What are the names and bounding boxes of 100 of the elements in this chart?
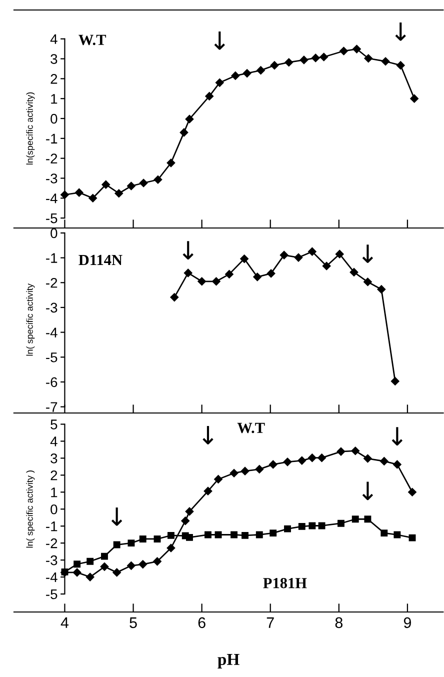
point — [86, 572, 94, 582]
point — [308, 247, 316, 256]
point — [127, 562, 136, 570]
x-axis-title: pH — [218, 654, 240, 668]
annotation: ↓ — [362, 482, 374, 500]
point — [204, 531, 212, 538]
point — [242, 532, 248, 539]
point — [231, 72, 240, 80]
y-tick-label: -7 — [46, 402, 58, 412]
x-tick-label: 6 — [198, 617, 206, 628]
point — [394, 531, 401, 538]
y-tick-label: 1 — [51, 94, 58, 104]
point — [214, 475, 222, 484]
y-axis-title: ln(specific activity) — [26, 92, 35, 164]
point — [138, 560, 148, 568]
y-tick-label: 0 — [50, 114, 58, 124]
point — [100, 562, 109, 571]
point — [88, 194, 97, 202]
y-tick-label: 2 — [50, 74, 58, 84]
annotation: ↓ — [111, 507, 122, 526]
point — [256, 531, 263, 538]
y-tick-label: -5 — [46, 214, 58, 224]
annotation: ↓ — [362, 244, 374, 263]
x-tick-label: 5 — [130, 617, 137, 628]
point — [114, 189, 124, 198]
point — [170, 293, 179, 302]
point — [284, 58, 294, 66]
point — [320, 52, 328, 62]
point — [212, 277, 220, 286]
point — [364, 278, 372, 286]
point — [198, 277, 206, 286]
y-tick-label: -1 — [46, 522, 58, 532]
point — [308, 454, 316, 462]
y-tick-label: -3 — [46, 555, 58, 566]
text: P181H — [263, 578, 307, 588]
point — [205, 92, 214, 100]
x-tick-label: 9 — [404, 617, 411, 628]
point — [380, 457, 388, 466]
y-tick-label: -1 — [46, 253, 58, 263]
point — [230, 531, 238, 538]
point — [186, 534, 193, 541]
y-tick-label: -3 — [46, 302, 58, 313]
point — [364, 54, 373, 63]
point — [308, 522, 316, 530]
y-tick-label: 1 — [51, 488, 58, 498]
y-tick-label: -1 — [46, 134, 58, 144]
point — [408, 488, 416, 496]
y-tick-label: 5 — [50, 420, 58, 430]
point — [294, 253, 303, 262]
point — [225, 270, 234, 278]
point — [154, 175, 162, 184]
y-tick-label: -5 — [46, 589, 58, 600]
point — [204, 486, 212, 496]
point — [74, 560, 81, 568]
y-tick-label: -5 — [46, 352, 58, 362]
y-axis-title: ln( specific activity ) — [26, 470, 35, 548]
y-tick-label: -4 — [46, 328, 58, 338]
point — [139, 536, 146, 542]
y-tick-label: -6 — [46, 377, 58, 388]
x-tick-label: 8 — [335, 617, 343, 628]
point — [410, 94, 418, 103]
point — [113, 541, 120, 548]
y-tick-label: -3 — [46, 174, 58, 184]
point — [181, 516, 190, 525]
y-tick-label: -2 — [46, 538, 58, 548]
x-tick-label: 4 — [60, 617, 69, 628]
point — [256, 66, 265, 74]
point — [168, 532, 174, 539]
y-tick-label: 4 — [50, 436, 58, 446]
point — [242, 69, 252, 78]
y-tick-label: 0 — [50, 228, 58, 238]
text: D114N — [78, 254, 122, 266]
point — [408, 534, 416, 542]
point — [350, 268, 358, 276]
y-tick-label: 3 — [50, 54, 58, 64]
annotation: ↓ — [392, 427, 403, 446]
point — [377, 285, 386, 294]
point — [216, 78, 224, 87]
y-axis-title: ln( specific activity — [26, 284, 35, 356]
annotation: ↓ — [182, 241, 194, 260]
point — [270, 530, 277, 537]
point — [166, 158, 176, 168]
point — [166, 544, 176, 552]
point — [300, 56, 308, 64]
point — [184, 268, 192, 278]
point — [102, 180, 110, 189]
annotation: ↓ — [395, 22, 406, 41]
y-tick-label: -4 — [46, 194, 58, 204]
x-tick-label: 7 — [266, 617, 274, 628]
point — [311, 54, 320, 62]
point — [393, 460, 402, 469]
point — [72, 568, 82, 577]
point — [336, 447, 346, 456]
point — [338, 520, 344, 527]
point — [284, 525, 291, 532]
point — [185, 507, 194, 516]
point — [255, 465, 264, 474]
point — [139, 178, 148, 188]
text: W.T — [78, 34, 106, 46]
point — [340, 46, 348, 56]
